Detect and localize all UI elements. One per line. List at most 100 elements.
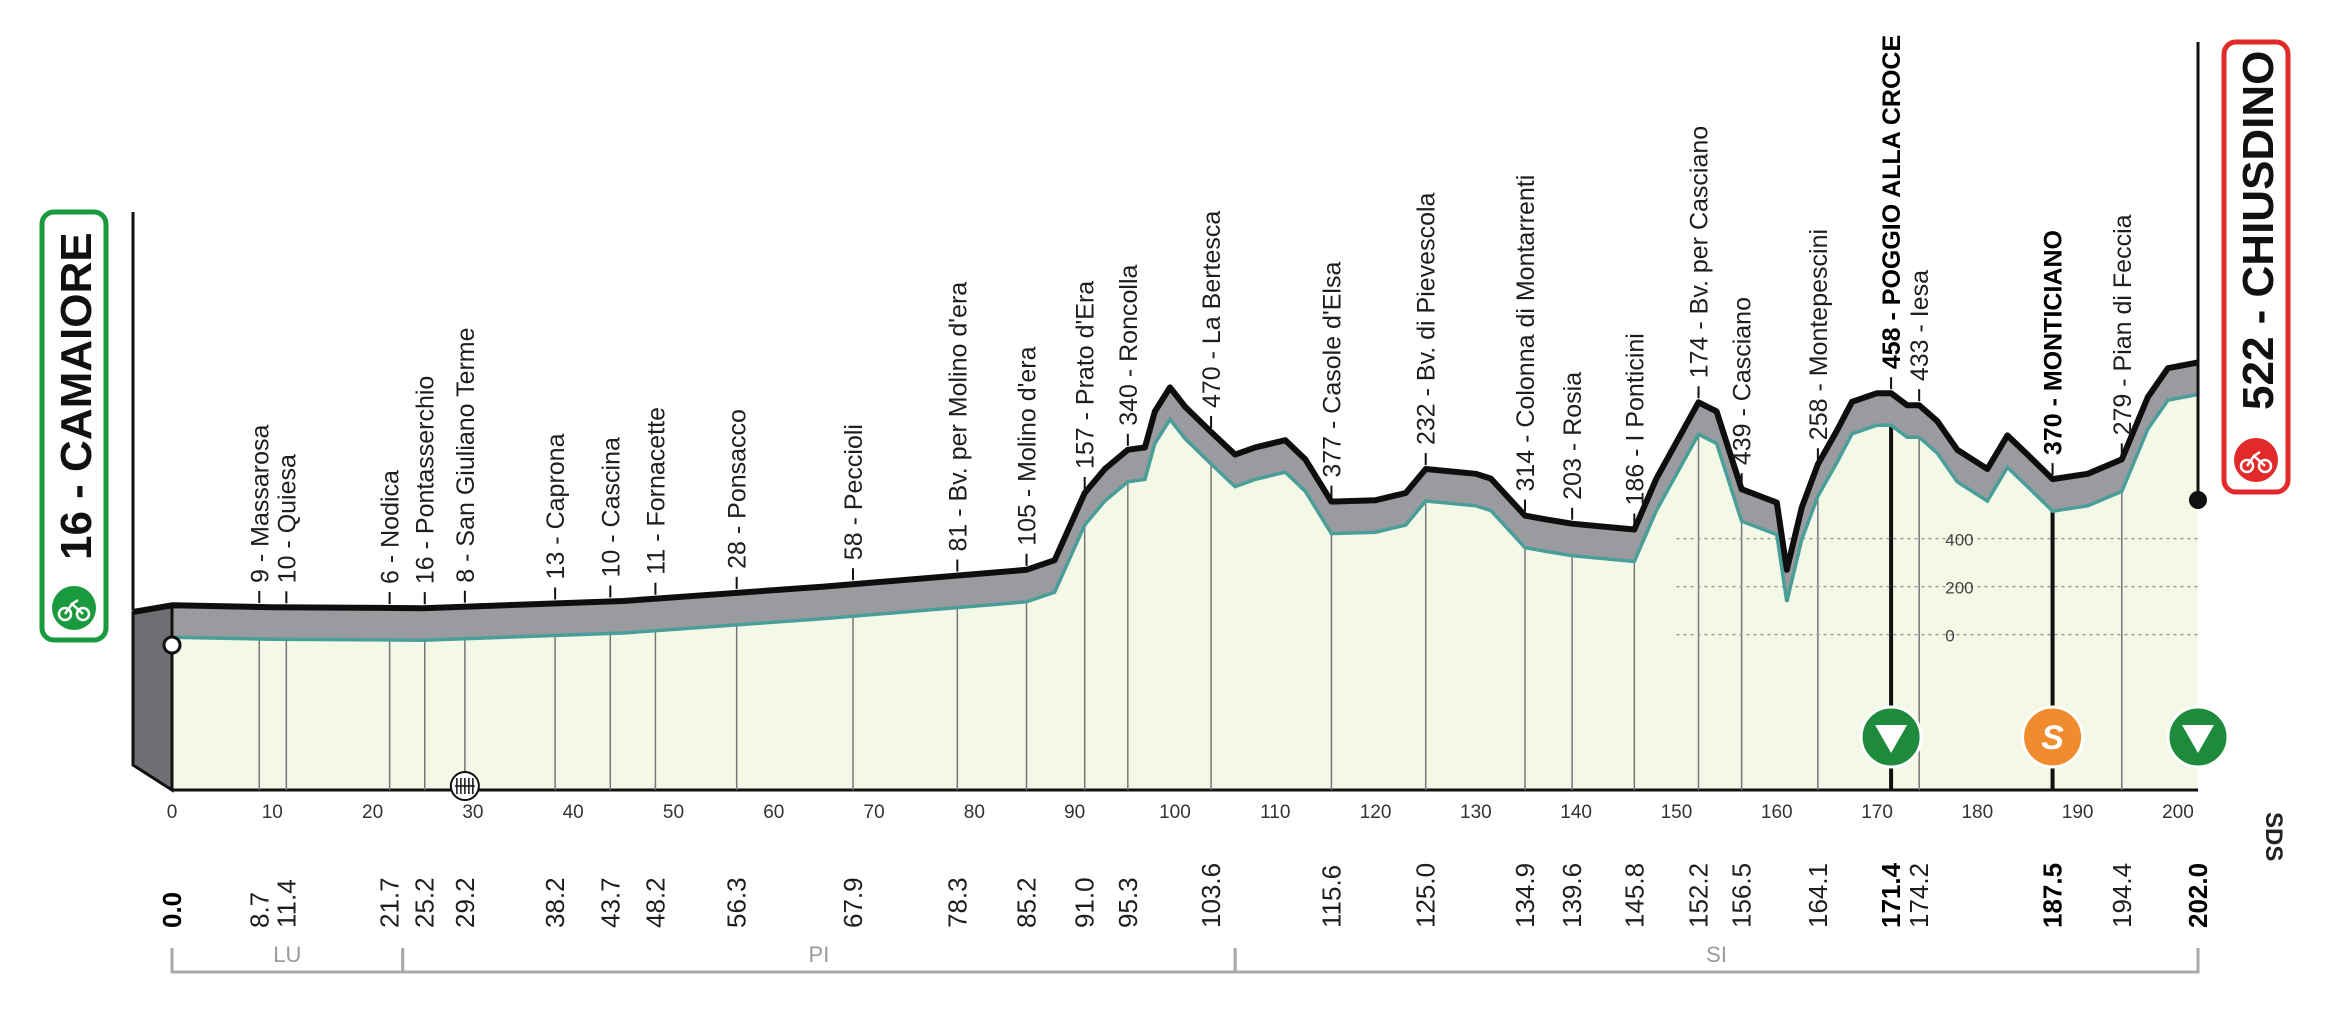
km-label: 67.9 xyxy=(838,877,868,928)
km-label: 78.3 xyxy=(942,877,972,928)
waypoint-label: 279 - Pian di Feccia xyxy=(2109,214,2137,435)
waypoint-label: 10 - Quiesa xyxy=(273,454,301,583)
km-gridlines xyxy=(172,425,2198,792)
start-text: 16 - CAMAIORE xyxy=(52,232,101,560)
x-tick-label: 180 xyxy=(1961,802,1993,823)
waypoint-label: 314 - Colonna di Montarrenti xyxy=(1512,175,1540,492)
cyclist-icon xyxy=(2234,438,2278,482)
waypoint-label: 174 - Bv. per Casciano xyxy=(1686,126,1714,378)
cyclist-icon-glyph xyxy=(2239,450,2273,474)
waypoint-label: 105 - Molino d'era xyxy=(1014,346,1042,545)
route-line xyxy=(132,359,2199,615)
x-tick-label: 80 xyxy=(964,802,985,823)
sprint-s-icon xyxy=(2021,705,2085,769)
x-tick-label: 130 xyxy=(1460,802,1492,823)
km-label: 187.5 xyxy=(2038,863,2068,928)
waypoint-label: 9 - Massarosa xyxy=(246,425,274,583)
gpm-triangle-glyph xyxy=(1875,725,1908,753)
province-brackets: LU PI SI xyxy=(170,942,2200,974)
km-label: 85.2 xyxy=(1012,877,1042,928)
x-tick-label: 90 xyxy=(1064,802,1085,823)
waypoint-label: 10 - Cascina xyxy=(597,437,625,577)
start-label: 16 - CAMAIORE xyxy=(39,209,109,643)
x-tick-label: 110 xyxy=(1260,802,1290,823)
x-tick-label: 100 xyxy=(1159,802,1191,823)
province-label: SI xyxy=(1706,942,1727,967)
level-crossing-icon xyxy=(449,771,480,801)
km-label: 21.7 xyxy=(375,877,405,928)
waypoint-label: 439 - Casciano xyxy=(1729,297,1757,465)
km-label: 139.6 xyxy=(1557,863,1587,928)
km-label: 11.4 xyxy=(271,879,301,928)
x-tick-label: 60 xyxy=(763,802,784,823)
waypoint-label: 8 - San Giuliano Terme xyxy=(452,327,480,582)
km-label: 174.2 xyxy=(1904,863,1934,928)
waypoint-label: 58 - Peccioli xyxy=(840,424,868,560)
x-tick-label: 120 xyxy=(1360,802,1392,823)
x-tick-label: 50 xyxy=(663,802,684,823)
province-label: LU xyxy=(273,942,301,967)
x-tick-label: 0 xyxy=(167,802,178,823)
km-label: 171.4 xyxy=(1876,862,1906,928)
km-label: 115.6 xyxy=(1316,865,1346,928)
waypoint-label: 203 - Rosia xyxy=(1559,372,1587,500)
profile-top-band xyxy=(172,362,2198,641)
profile-start-side xyxy=(131,603,174,793)
start-box xyxy=(39,209,109,643)
waypoint-label: 157 - Prato d'Era xyxy=(1072,281,1100,469)
waypoint-label: 470 - La Bertesca xyxy=(1198,211,1226,408)
waypoint-label: 28 - Ponsacco xyxy=(724,409,752,569)
waypoint-label: 433 - Iesa xyxy=(1906,270,1934,381)
waypoint-label: 377 - Casole d'Elsa xyxy=(1318,262,1346,478)
waypoint-label: 16 - Pontasserchio xyxy=(412,376,440,584)
x-tick-label: 20 xyxy=(362,802,383,823)
km-label: 48.2 xyxy=(640,877,670,928)
km-label: 95.3 xyxy=(1113,877,1143,928)
markers: S xyxy=(1859,705,2230,769)
km-label: 145.8 xyxy=(1619,863,1649,928)
cyclist-icon xyxy=(52,586,96,630)
km-label: 56.3 xyxy=(722,877,752,928)
altitude-scale-label: 400 xyxy=(1945,531,1973,550)
start-dot xyxy=(162,635,182,655)
km-label: 91.0 xyxy=(1070,877,1100,928)
finish-dot xyxy=(2189,491,2207,509)
km-label: 25.2 xyxy=(410,877,440,928)
finish-label: 522 - CHIUSDINO xyxy=(2221,39,2291,495)
waypoint-label: 340 - Roncolla xyxy=(1115,264,1143,425)
waypoint-label: 258 - Montepescini xyxy=(1805,229,1833,440)
province-label: PI xyxy=(809,942,830,967)
x-tick-label: 70 xyxy=(864,802,885,823)
gpm-triangle-glyph xyxy=(2182,725,2214,753)
waypoint-label: 186 - I Ponticini xyxy=(1621,333,1649,505)
km-label: 0.0 xyxy=(157,892,187,928)
km-label: 43.7 xyxy=(595,877,625,928)
x-tick-label: 160 xyxy=(1761,802,1793,823)
km-label: 134.9 xyxy=(1510,863,1540,928)
altitude-scale-label: 0 xyxy=(1945,627,1954,646)
waypoint-label: 458 - POGGIO ALLA CROCE xyxy=(1878,35,1906,369)
waypoints: 9 - Massarosa 10 - Quiesa 6 - Nodica 16 - P… xyxy=(246,35,2137,605)
x-tick-label: 150 xyxy=(1661,802,1693,823)
finish-box xyxy=(2221,39,2291,495)
km-label: 38.2 xyxy=(540,877,570,928)
x-tick-label: 30 xyxy=(462,802,483,823)
x-tick-label: 40 xyxy=(563,802,584,823)
finish-text: 522 - CHIUSDINO xyxy=(2234,51,2283,410)
km-label: 156.5 xyxy=(1727,863,1757,928)
sprint-symbol: S xyxy=(2041,719,2064,757)
km-label: 194.4 xyxy=(2107,863,2137,928)
x-tick-label: 190 xyxy=(2062,802,2094,823)
waypoint-label: 81 - Bv. per Molino d'era xyxy=(944,282,972,552)
x-tick-label: 200 xyxy=(2162,802,2194,823)
waypoint-label: 11 - Fornacette xyxy=(642,407,670,575)
sds-logo: SDS xyxy=(2260,812,2287,861)
profile-lower-edge-line xyxy=(171,392,2199,642)
altitude-scale-label: 200 xyxy=(1945,579,1973,598)
cyclist-icon-glyph xyxy=(57,598,91,622)
waypoint-label: 13 - Caprona xyxy=(542,433,570,579)
x-tick-label: 10 xyxy=(262,802,283,823)
waypoint-label: 232 - Bv. di Pievescola xyxy=(1413,192,1441,445)
